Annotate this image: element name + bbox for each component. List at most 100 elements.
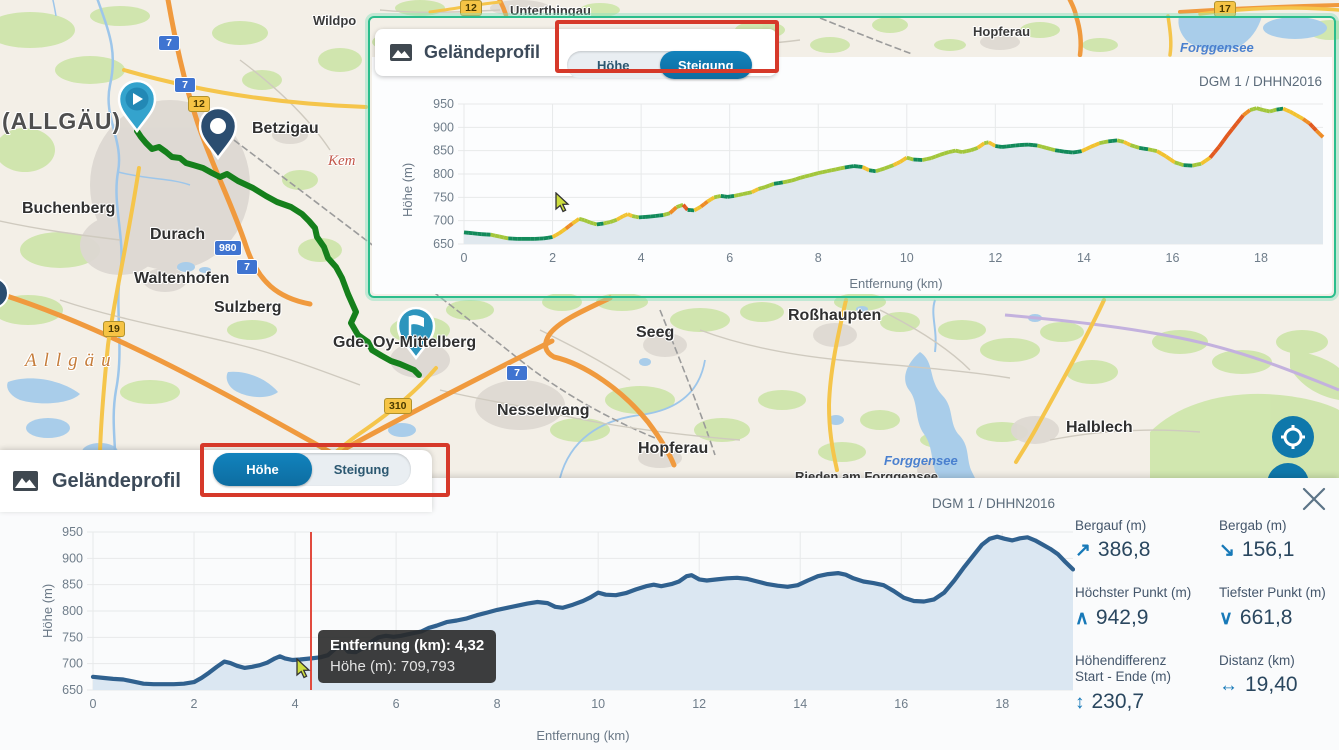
stat-tiefster-punkt: Tiefster Punkt (m) ∨ 661,8 bbox=[1219, 585, 1331, 629]
toggle-steigung[interactable]: Steigung bbox=[333, 462, 390, 477]
tooltip-elevation: Höhe (m): 709,793 bbox=[330, 658, 456, 675]
svg-text:2: 2 bbox=[191, 697, 198, 711]
svg-text:8: 8 bbox=[815, 251, 822, 265]
dem-source-label: DGM 1 / DHHN2016 bbox=[1198, 74, 1322, 89]
elevation-panel: 650 700 750 800 850 900 950 0 2 4 6 8 10 12 14 16 18 Ent… bbox=[0, 443, 1339, 750]
svg-text:800: 800 bbox=[433, 167, 454, 181]
stat-label: Tiefster Punkt (m) bbox=[1219, 585, 1326, 601]
svg-text:12: 12 bbox=[692, 697, 706, 711]
svg-text:2: 2 bbox=[549, 251, 556, 265]
steigung-chart[interactable]: 650 700 750 800 850 900 950 0 2 4 6 8 10 12 14 16 18 bbox=[372, 57, 1336, 296]
profile-mode-toggle: Höhe Steigung bbox=[567, 51, 752, 79]
elevation-panel-overlay: 650 700 750 800 850 900 950 0 2 4 6 8 10 12 14 16 18 DGM… bbox=[368, 16, 1336, 298]
stat-bergab: Bergab (m) ↘ 156,1 bbox=[1219, 518, 1331, 562]
panel-title: Geländeprofil bbox=[424, 42, 541, 62]
chart-tooltip: Entfernung (km): 4,32 Höhe (m): 709,793 bbox=[318, 630, 497, 683]
toggle-steigung[interactable]: Steigung bbox=[659, 51, 752, 79]
svg-text:950: 950 bbox=[62, 525, 83, 539]
stat-icon: ↕ bbox=[1075, 691, 1085, 713]
stat-label: Höchster Punkt (m) bbox=[1075, 585, 1192, 601]
svg-text:850: 850 bbox=[433, 144, 454, 158]
toggle-hoehe[interactable]: Höhe bbox=[213, 453, 312, 486]
highlight-box bbox=[555, 20, 779, 73]
stat-bergauf: Bergauf (m) ↗ 386,8 bbox=[1075, 518, 1197, 562]
finish-marker[interactable] bbox=[396, 306, 436, 361]
flag-icon bbox=[410, 315, 424, 327]
stat-hoechster-punkt: Höchster Punkt (m) ∧ 942,9 bbox=[1075, 585, 1197, 629]
x-axis-label: Entfernung (km) bbox=[849, 276, 943, 291]
stat-distanz: Distanz (km) ↔ 19,40 bbox=[1219, 653, 1331, 714]
tooltip-distance: Entfernung (km): 4,32 bbox=[330, 637, 485, 654]
stat-icon: ∨ bbox=[1219, 607, 1233, 629]
svg-text:650: 650 bbox=[62, 683, 83, 697]
toggle-hoehe[interactable]: Höhe bbox=[597, 57, 630, 73]
stat-value: 230,7 bbox=[1091, 689, 1145, 713]
svg-text:4: 4 bbox=[638, 251, 645, 265]
edge-waypoint-marker[interactable] bbox=[0, 278, 9, 308]
play-icon bbox=[133, 93, 143, 105]
locate-button[interactable] bbox=[1272, 416, 1314, 458]
svg-text:16: 16 bbox=[1166, 251, 1180, 265]
svg-text:700: 700 bbox=[62, 657, 83, 671]
svg-text:12: 12 bbox=[988, 251, 1002, 265]
stat-icon: ↔ bbox=[1219, 675, 1238, 697]
stat-value: 942,9 bbox=[1095, 605, 1149, 629]
stat-label: Bergab (m) bbox=[1219, 518, 1287, 533]
panel-title: Geländeprofil bbox=[52, 469, 181, 492]
svg-text:750: 750 bbox=[433, 190, 454, 204]
scenic-road bbox=[1004, 313, 1339, 392]
y-axis-label: Höhe (m) bbox=[400, 162, 415, 217]
x-axis-label: Entfernung (km) bbox=[536, 728, 630, 743]
svg-text:650: 650 bbox=[433, 237, 454, 251]
terrain-profile-icon bbox=[390, 44, 412, 61]
stat-hoehendifferenz: Höhendifferenz Start - Ende (m) ↕ 230,7 bbox=[1075, 653, 1197, 714]
svg-text:900: 900 bbox=[433, 120, 454, 134]
stat-value: 386,8 bbox=[1097, 538, 1151, 562]
stat-label: Höhendifferenz Start - Ende (m) bbox=[1075, 652, 1172, 685]
svg-text:700: 700 bbox=[433, 214, 454, 228]
railways bbox=[217, 17, 913, 456]
stat-value: 156,1 bbox=[1241, 538, 1295, 562]
stat-icon: ∧ bbox=[1075, 607, 1089, 629]
svg-text:18: 18 bbox=[1254, 251, 1268, 265]
svg-text:950: 950 bbox=[433, 97, 454, 111]
stat-value: 661,8 bbox=[1239, 605, 1293, 629]
svg-text:0: 0 bbox=[461, 251, 468, 265]
hoehe-chart[interactable]: 650 700 750 800 850 900 950 0 2 4 6 8 10 12 14 16 18 bbox=[0, 478, 1075, 718]
svg-text:10: 10 bbox=[900, 251, 914, 265]
stat-label: Distanz (km) bbox=[1219, 652, 1295, 668]
highlight-box bbox=[200, 443, 450, 497]
profile-mode-toggle: Höhe Steigung bbox=[213, 453, 411, 486]
svg-text:900: 900 bbox=[62, 551, 83, 565]
svg-text:18: 18 bbox=[995, 697, 1009, 711]
route-statistics: Bergauf (m) ↗ 386,8 Bergab (m) ↘ 156,1 Höchste… bbox=[1075, 518, 1333, 714]
svg-text:10: 10 bbox=[591, 697, 605, 711]
locate-icon bbox=[1281, 425, 1305, 449]
svg-text:16: 16 bbox=[894, 697, 908, 711]
mouse-cursor-icon bbox=[555, 192, 570, 213]
steigung-chart-card: 650 700 750 800 850 900 950 0 2 4 6 8 10 12 14 16 18 DGM… bbox=[372, 57, 1332, 294]
start-marker[interactable] bbox=[117, 79, 157, 134]
terrain-profile-icon bbox=[13, 471, 38, 491]
svg-text:4: 4 bbox=[292, 697, 299, 711]
chart-cursor-line bbox=[310, 532, 312, 690]
stat-icon: ↘ bbox=[1219, 540, 1235, 562]
svg-text:14: 14 bbox=[1077, 251, 1091, 265]
svg-text:14: 14 bbox=[793, 697, 807, 711]
waypoint-marker[interactable] bbox=[198, 106, 238, 161]
svg-text:0: 0 bbox=[90, 697, 97, 711]
dem-source-label: DGM 1 / DHHN2016 bbox=[931, 496, 1055, 511]
stat-label: Bergauf (m) bbox=[1075, 518, 1147, 533]
stat-value: 19,40 bbox=[1245, 673, 1298, 697]
svg-text:750: 750 bbox=[62, 630, 83, 644]
mouse-cursor-icon bbox=[296, 658, 311, 679]
close-icon[interactable] bbox=[1299, 484, 1329, 514]
y-axis-label: Höhe (m) bbox=[40, 583, 55, 638]
svg-text:6: 6 bbox=[726, 251, 733, 265]
svg-text:800: 800 bbox=[62, 604, 83, 618]
svg-text:6: 6 bbox=[393, 697, 400, 711]
svg-text:850: 850 bbox=[62, 578, 83, 592]
svg-text:8: 8 bbox=[494, 697, 501, 711]
route-line[interactable] bbox=[134, 128, 422, 378]
